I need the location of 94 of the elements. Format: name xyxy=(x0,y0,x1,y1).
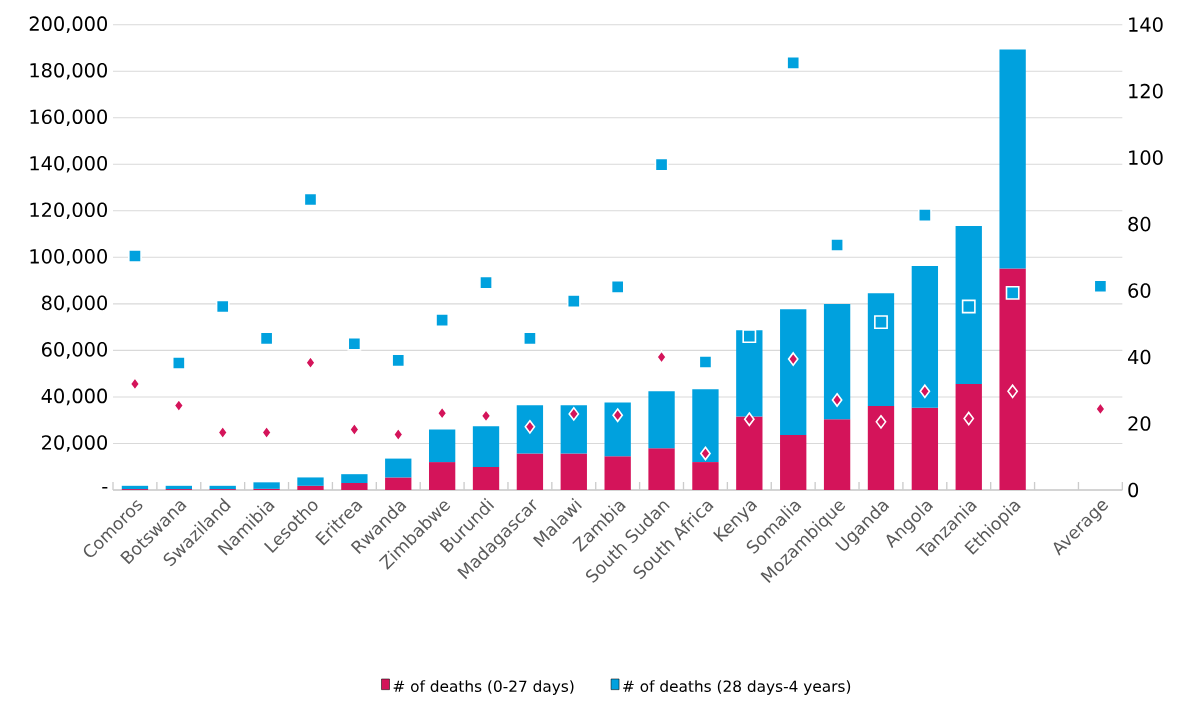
point xyxy=(479,275,493,290)
point xyxy=(171,356,186,370)
bar xyxy=(560,453,587,490)
y2-tick-label: 120 xyxy=(1129,83,1163,99)
bar xyxy=(428,429,456,463)
bar xyxy=(999,49,1026,269)
bar xyxy=(472,466,500,490)
bar xyxy=(516,453,544,490)
bar xyxy=(165,485,192,490)
point xyxy=(1007,384,1019,399)
bar xyxy=(955,225,982,384)
point xyxy=(654,157,669,172)
point xyxy=(568,406,580,421)
y-tick-label: 120,000 xyxy=(30,202,107,220)
bar xyxy=(823,419,851,490)
point xyxy=(656,350,667,364)
point xyxy=(875,414,887,429)
point xyxy=(348,422,360,437)
bar xyxy=(297,477,324,486)
bar xyxy=(867,406,895,490)
bar xyxy=(955,383,982,490)
bar xyxy=(867,293,895,407)
y-tick-label: 160,000 xyxy=(30,109,107,127)
point xyxy=(961,299,976,314)
point xyxy=(917,208,932,223)
y2-tick-label: 60 xyxy=(1128,283,1151,298)
point xyxy=(698,355,713,369)
y-tick-label: 80,000 xyxy=(41,295,107,313)
y-tick-label: 140,000 xyxy=(30,155,107,173)
y-tick-label: 100,000 xyxy=(30,249,107,266)
point xyxy=(700,446,711,461)
y2-tick-label: 80 xyxy=(1128,216,1151,232)
point xyxy=(217,425,229,440)
point xyxy=(215,299,230,314)
bar xyxy=(823,304,851,420)
y-tick-label: 60,000 xyxy=(42,342,107,359)
point xyxy=(830,238,845,252)
point xyxy=(874,315,888,330)
y2-tick-label: 20 xyxy=(1128,416,1151,431)
bar xyxy=(297,485,324,490)
bar xyxy=(604,456,631,490)
legend-label: # of deaths (28 days-4 years) xyxy=(623,680,851,695)
point xyxy=(963,411,975,426)
point xyxy=(743,412,755,427)
y2-tick-label: 100 xyxy=(1129,150,1163,165)
y2-tick-label: 140 xyxy=(1129,17,1163,32)
point xyxy=(742,329,757,344)
point xyxy=(347,336,362,351)
bar xyxy=(999,268,1026,490)
point xyxy=(610,279,625,294)
y-tick-label: 40,000 xyxy=(41,388,107,406)
point xyxy=(566,294,581,309)
bar xyxy=(780,435,807,490)
point xyxy=(831,392,843,407)
point xyxy=(261,425,272,440)
point xyxy=(392,427,404,442)
y-tick-label: - xyxy=(102,486,108,489)
point xyxy=(391,353,406,368)
point xyxy=(522,331,537,346)
bar xyxy=(736,330,763,417)
y-tick-label: 20,000 xyxy=(42,435,107,452)
bar xyxy=(911,407,939,490)
bar xyxy=(472,426,500,467)
point xyxy=(128,249,142,263)
point xyxy=(787,352,799,366)
bar xyxy=(209,485,236,490)
point xyxy=(129,377,141,391)
point xyxy=(259,331,274,346)
point xyxy=(435,313,450,328)
legend-label: # of deaths (0-27 days) xyxy=(393,680,574,695)
bar xyxy=(692,389,719,463)
y2-tick-label: 40 xyxy=(1127,349,1151,365)
bar xyxy=(428,462,456,490)
bar xyxy=(560,405,587,454)
point xyxy=(612,408,624,423)
bar xyxy=(911,265,939,408)
point xyxy=(919,384,931,399)
point xyxy=(786,55,801,70)
bar xyxy=(516,405,544,454)
bar xyxy=(780,309,807,436)
bar xyxy=(341,474,368,484)
bar xyxy=(253,482,280,489)
y-tick-label: 180,000 xyxy=(30,62,107,80)
bar xyxy=(385,477,412,490)
bar xyxy=(121,485,149,490)
bar xyxy=(385,458,412,478)
point xyxy=(1005,285,1020,300)
bar xyxy=(648,448,675,490)
bar xyxy=(604,402,631,457)
y2-tick-label: 0 xyxy=(1128,482,1139,498)
y-tick-label: 200,000 xyxy=(29,16,107,33)
point xyxy=(1093,279,1108,294)
bar xyxy=(648,391,675,449)
bar xyxy=(341,483,368,490)
